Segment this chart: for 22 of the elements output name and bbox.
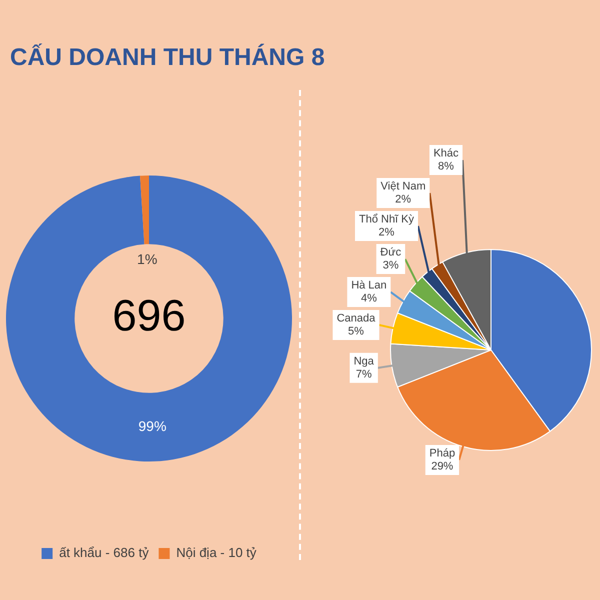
data-label: 4% bbox=[360, 292, 378, 305]
slice-label: Nga bbox=[354, 355, 375, 368]
slice-label: Việt Nam bbox=[380, 180, 426, 193]
slice-label: Khác bbox=[433, 148, 460, 160]
legend-label: ất khẩu - 686 tỷ bbox=[59, 545, 150, 560]
data-label: 1% bbox=[137, 251, 158, 268]
data-label: 3% bbox=[382, 260, 399, 272]
legend-label: Nội địa - 10 tỷ bbox=[176, 545, 257, 560]
data-label: 29% bbox=[431, 460, 454, 472]
data-label: 7% bbox=[356, 368, 372, 380]
slice-label: Pháp bbox=[429, 447, 456, 460]
text: 696 bbox=[112, 292, 186, 341]
slice-label: Thổ Nhĩ Kỳ bbox=[358, 214, 415, 226]
slice-label: Hà Lan bbox=[351, 280, 387, 292]
data-label: 5% bbox=[348, 326, 364, 338]
data-label: 8% bbox=[438, 160, 454, 173]
chart-title: CẤU DOANH THU THÁNG 8 bbox=[10, 44, 325, 72]
data-label: 99% bbox=[138, 418, 166, 434]
data-label: 2% bbox=[378, 226, 395, 239]
data-label: 2% bbox=[395, 194, 412, 206]
slice-label: Đức bbox=[380, 246, 402, 259]
slice-label: Canada bbox=[336, 312, 376, 325]
